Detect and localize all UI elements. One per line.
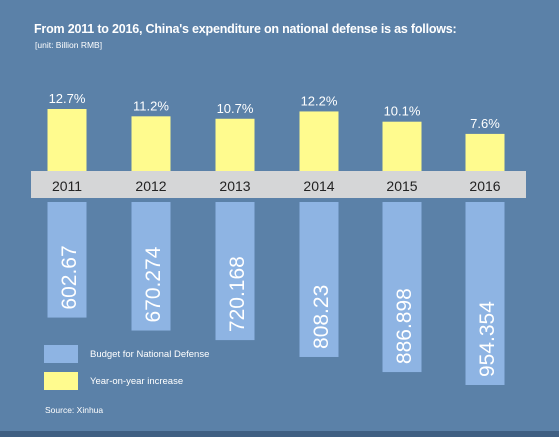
budget-label-2012: 670.274 xyxy=(142,246,165,322)
chart-title: From 2011 to 2016, China's expenditure o… xyxy=(34,22,457,36)
budget-label-2016: 954.354 xyxy=(476,301,499,377)
increase-label-2013: 10.7% xyxy=(217,101,254,116)
chart-unit: [unit: Billion RMB] xyxy=(35,40,103,50)
increase-bar-2012 xyxy=(131,116,171,171)
increase-bar-2016 xyxy=(465,133,505,171)
year-label-2015: 2015 xyxy=(386,178,417,194)
budget-label-2013: 720.168 xyxy=(226,256,249,332)
year-label-2013: 2013 xyxy=(219,178,250,194)
budget-bar-2014 xyxy=(299,202,339,357)
increase-bar-2014 xyxy=(299,111,339,171)
increase-bar-2011 xyxy=(47,109,87,171)
year-label-2011: 2011 xyxy=(52,178,82,194)
budget-bar-2016 xyxy=(465,202,505,385)
source-note: Source: Xinhua xyxy=(45,405,104,415)
legend-swatch-increase xyxy=(44,372,78,390)
year-band xyxy=(31,171,526,198)
increase-label-2014: 12.2% xyxy=(301,93,338,108)
budget-label-2015: 886.898 xyxy=(393,288,416,364)
increase-bar-2013 xyxy=(215,118,255,171)
legend-label-budget: Budget for National Defense xyxy=(90,349,210,360)
budget-bar-2011 xyxy=(47,202,87,318)
year-label-2016: 2016 xyxy=(469,178,500,194)
budget-label-2011: 602.67 xyxy=(58,245,81,309)
increase-label-2011: 12.7% xyxy=(49,91,86,106)
increase-label-2015: 10.1% xyxy=(384,104,421,119)
year-label-2012: 2012 xyxy=(135,178,166,194)
budget-bar-2015 xyxy=(382,202,422,373)
legend-swatch-budget xyxy=(44,345,78,363)
year-label-2014: 2014 xyxy=(303,178,334,194)
legend-label-increase: Year-on-year increase xyxy=(90,376,184,387)
budget-bar-2013 xyxy=(215,202,255,341)
budget-label-2014: 808.23 xyxy=(310,285,333,349)
increase-label-2016: 7.6% xyxy=(470,116,500,131)
increase-bar-2015 xyxy=(382,121,422,171)
budget-bar-2012 xyxy=(131,202,171,331)
increase-label-2012: 11.2% xyxy=(133,98,169,113)
